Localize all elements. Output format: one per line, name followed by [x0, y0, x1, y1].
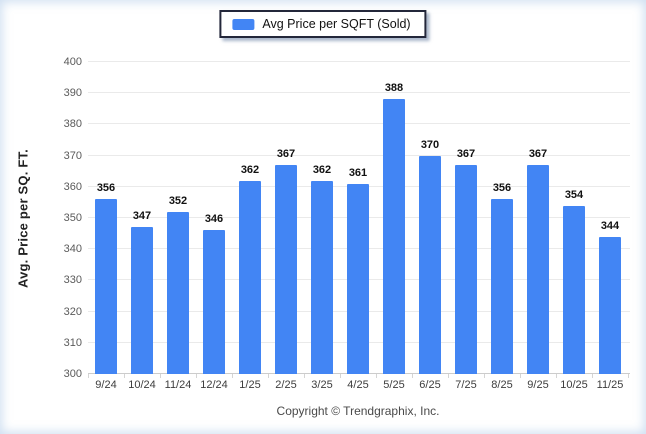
x-tick-label: 6/25: [419, 379, 441, 391]
bar-value-label: 354: [564, 188, 584, 201]
bar-value-label: 367: [528, 147, 548, 160]
x-tick-label: 9/25: [527, 379, 549, 391]
x-axis-tick: [88, 374, 89, 378]
x-tick-label: 12/24: [200, 379, 228, 391]
bar-value-label: 356: [492, 182, 512, 195]
bar: [599, 236, 621, 374]
plot-area: 356 9/24 347 10/24 352 11/24 346 12/24 362 1/25 36…: [88, 61, 630, 391]
bar: [527, 164, 549, 374]
bar-value-label: 347: [132, 210, 152, 223]
x-tick-label: 5/25: [383, 379, 405, 391]
y-tick-label: 360: [63, 180, 82, 193]
legend-swatch-icon: [232, 18, 255, 30]
x-axis-tick: [304, 374, 305, 378]
bar-value-label: 388: [384, 82, 404, 95]
gridline: [88, 123, 630, 125]
x-axis-tick: [448, 374, 449, 378]
bar: [491, 199, 513, 374]
bar: [167, 211, 189, 374]
bar-value-label: 361: [348, 166, 368, 179]
bar: [347, 183, 369, 374]
legend-label: Avg Price per SQFT (Sold): [262, 17, 411, 31]
copyright-text: Copyright © Trendgraphix, Inc.: [276, 404, 440, 418]
bar: [311, 180, 333, 374]
x-axis-tick: [628, 374, 629, 378]
x-tick-label: 1/25: [239, 379, 261, 391]
y-tick-label: 310: [63, 336, 82, 349]
chart-legend: Avg Price per SQFT (Sold): [219, 10, 427, 38]
x-tick-label: 7/25: [455, 379, 477, 391]
bar-value-label: 356: [96, 182, 116, 195]
gridline: [88, 154, 630, 156]
bar: [455, 164, 477, 374]
bar: [203, 230, 225, 374]
x-tick-label: 10/24: [128, 379, 156, 391]
x-axis-tick: [160, 374, 161, 378]
y-tick-label: 300: [63, 368, 82, 380]
y-axis-labels: 300 310 320 330 340 350 360 370 380 390 400: [0, 0, 82, 434]
y-tick-label: 320: [63, 305, 82, 318]
x-axis-tick: [376, 374, 377, 378]
bar: [95, 199, 117, 374]
x-axis-tick: [520, 374, 521, 378]
x-tick-label: 9/24: [95, 379, 117, 391]
bar-value-label: 362: [240, 163, 260, 176]
y-tick-label: 340: [63, 243, 82, 256]
x-axis-tick: [484, 374, 485, 378]
bar-value-label: 344: [600, 219, 620, 232]
gridline: [88, 61, 630, 62]
x-tick-label: 4/25: [347, 379, 369, 391]
bar: [419, 155, 441, 374]
x-tick-label: 3/25: [311, 379, 333, 391]
y-tick-label: 400: [63, 56, 82, 68]
bar: [383, 99, 405, 374]
bar: [563, 205, 585, 374]
x-tick-label: 10/25: [560, 379, 588, 391]
bar: [239, 180, 261, 374]
x-axis-tick: [124, 374, 125, 378]
x-tick-label: 8/25: [491, 379, 513, 391]
x-axis-tick: [196, 374, 197, 378]
bar-value-label: 370: [420, 138, 440, 151]
y-tick-label: 350: [63, 212, 82, 224]
y-tick-label: 380: [63, 118, 82, 131]
bar: [131, 227, 153, 374]
bar-value-label: 352: [168, 194, 188, 207]
x-tick-label: 2/25: [275, 379, 297, 391]
x-axis-tick: [340, 374, 341, 378]
y-tick-label: 330: [63, 274, 82, 287]
y-tick-label: 370: [63, 149, 82, 162]
y-tick-label: 390: [63, 87, 82, 100]
x-axis-tick: [592, 374, 593, 378]
bar-value-label: 367: [456, 147, 476, 160]
x-axis-tick: [268, 374, 269, 378]
bar-value-label: 367: [276, 147, 296, 160]
x-axis-tick: [232, 374, 233, 378]
bar-value-label: 346: [204, 213, 224, 226]
gridline: [88, 92, 630, 94]
x-axis-tick: [412, 374, 413, 378]
x-axis-tick: [556, 374, 557, 378]
bar: [275, 164, 297, 374]
x-tick-label: 11/24: [164, 379, 192, 391]
x-tick-label: 11/25: [596, 379, 624, 391]
bar-value-label: 362: [312, 163, 332, 176]
